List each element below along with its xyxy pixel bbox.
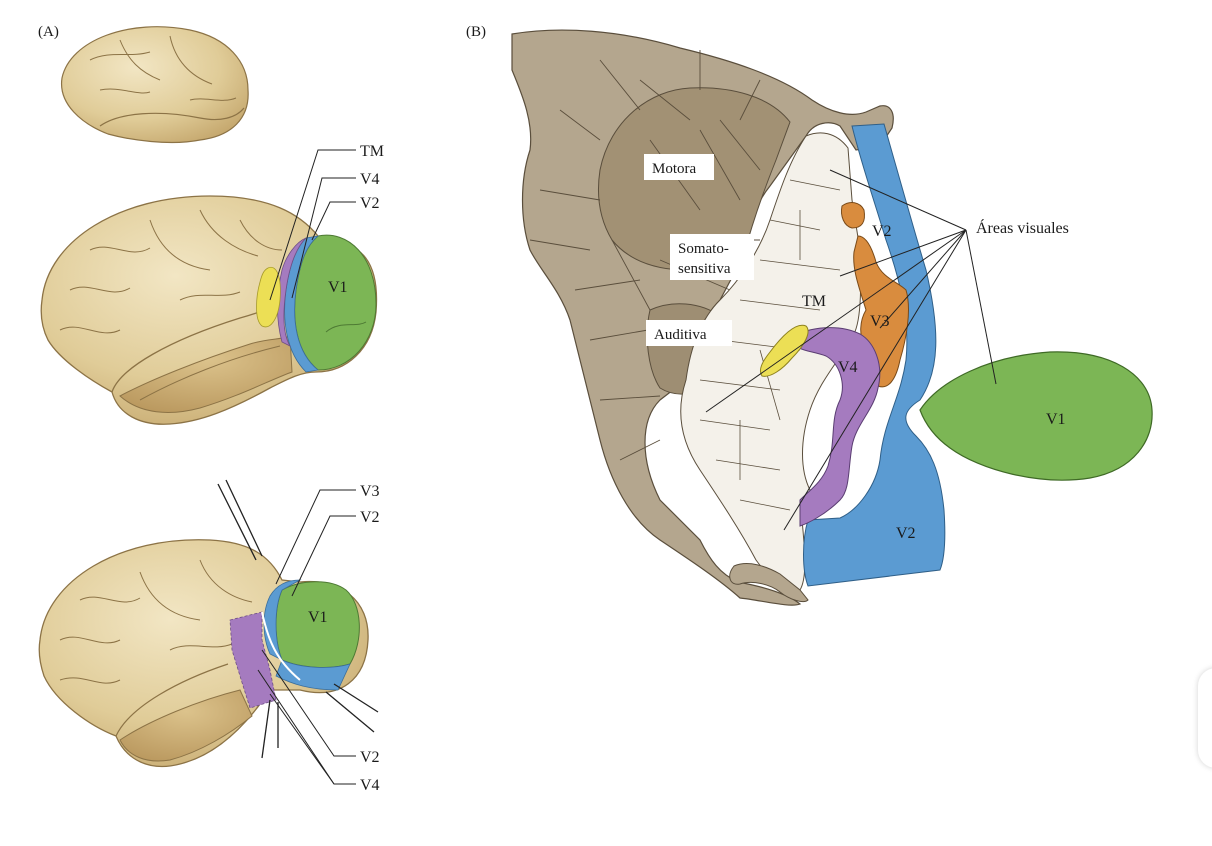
label-motora: Motora	[652, 161, 697, 177]
label-v2-flat-top: V2	[872, 223, 892, 240]
label-somato-line2: sensitiva	[678, 261, 731, 277]
label-tm-flat: TM	[802, 293, 826, 310]
panel-a-label: (A)	[38, 24, 59, 40]
label-v2-posterior-bottom: V2	[360, 749, 380, 766]
areas-visuales-leader-lines	[705, 169, 997, 531]
label-tm-lateral: TM	[360, 143, 384, 160]
label-v3-flat: V3	[870, 313, 890, 330]
small-brain-illustration	[61, 26, 249, 144]
label-v4-flat: V4	[838, 359, 858, 376]
panel-b-label: (B)	[466, 24, 486, 40]
label-v2-posterior-top: V2	[360, 509, 380, 526]
label-v1-flat: V1	[1046, 411, 1066, 428]
auditiva-label-box	[646, 320, 732, 346]
label-areas-visuales: Áreas visuales	[976, 218, 1069, 237]
label-auditiva: Auditiva	[654, 327, 707, 343]
lateral-brain-illustration	[40, 195, 378, 425]
label-v3-posterior: V3	[360, 483, 380, 500]
posterior-brain-illustration	[38, 539, 369, 768]
somatosensitiva-label-box	[670, 234, 754, 280]
scroll-handle[interactable]	[1198, 668, 1212, 768]
label-somato-line1: Somato-	[678, 241, 729, 257]
label-v4-posterior-bottom: V4	[360, 777, 380, 794]
label-v2-flat-bottom: V2	[896, 525, 916, 542]
motora-label-box	[644, 154, 714, 180]
label-v4-lateral: V4	[360, 171, 380, 188]
lateral-leader-lines	[269, 149, 356, 301]
label-v1-lateral: V1	[328, 279, 348, 296]
posterior-probe-lines	[217, 479, 379, 759]
label-v1-posterior: V1	[308, 609, 328, 626]
posterior-leader-lines	[257, 489, 356, 785]
label-v2-lateral: V2	[360, 195, 380, 212]
flattened-cortex-map	[511, 29, 1153, 606]
